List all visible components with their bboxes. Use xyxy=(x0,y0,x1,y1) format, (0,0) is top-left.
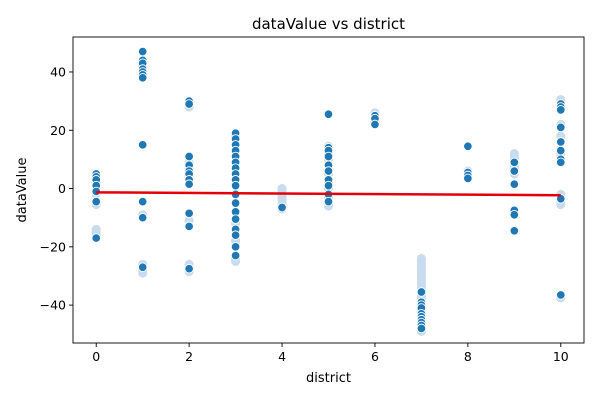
data-point xyxy=(230,230,241,240)
data-point xyxy=(230,250,241,261)
y-tick-label: 40 xyxy=(50,64,66,79)
data-point xyxy=(277,202,287,213)
plot-frame xyxy=(72,36,585,344)
data-point xyxy=(137,262,148,272)
data-point xyxy=(509,210,520,220)
data-point xyxy=(323,196,334,207)
x-tick-label: 10 xyxy=(553,349,569,364)
data-point xyxy=(556,157,566,168)
data-point xyxy=(184,179,194,189)
data-point xyxy=(463,141,473,152)
data-point xyxy=(137,140,148,150)
x-axis-label: district xyxy=(306,371,351,386)
data-point xyxy=(556,105,566,115)
data-point xyxy=(184,263,194,274)
data-point xyxy=(463,173,473,184)
data-point xyxy=(509,166,520,176)
data-point xyxy=(137,196,148,207)
x-tick-label: 4 xyxy=(278,349,286,364)
trend-line xyxy=(96,191,561,197)
data-point xyxy=(184,221,194,232)
data-point xyxy=(556,122,566,133)
data-point xyxy=(509,179,520,189)
data-point xyxy=(91,196,101,207)
data-point xyxy=(323,166,334,176)
y-tick-label: 0 xyxy=(58,181,66,196)
data-point xyxy=(556,290,566,300)
y-axis: −40 −20 0 20 40 xyxy=(40,64,73,313)
data-point xyxy=(323,151,334,162)
plot-area xyxy=(91,46,566,336)
x-tick-label: 8 xyxy=(464,349,472,364)
data-point xyxy=(230,198,241,208)
data-point xyxy=(416,323,427,334)
data-point xyxy=(91,233,101,243)
data-point xyxy=(556,145,566,156)
data-point xyxy=(416,287,427,297)
data-point xyxy=(184,208,194,219)
data-point xyxy=(137,73,148,83)
y-tick-label: 20 xyxy=(50,123,66,138)
chart-title: dataValue vs district xyxy=(252,15,405,33)
data-point xyxy=(323,109,334,119)
data-point xyxy=(137,212,148,223)
y-tick-label: −40 xyxy=(40,298,66,313)
data-point xyxy=(509,157,520,168)
data-point xyxy=(370,119,380,130)
y-tick-label: −20 xyxy=(40,239,66,254)
data-point xyxy=(509,226,520,236)
x-tick-label: 6 xyxy=(371,349,379,364)
x-tick-label: 0 xyxy=(92,349,100,364)
data-point xyxy=(230,214,241,224)
data-point xyxy=(137,46,148,57)
data-point xyxy=(184,99,194,109)
data-point xyxy=(230,180,241,191)
x-axis: 0 2 4 6 8 10 xyxy=(92,343,569,364)
x-tick-label: 2 xyxy=(185,349,193,364)
data-point xyxy=(184,151,194,162)
data-point xyxy=(230,242,241,252)
y-axis-label: dataValue xyxy=(15,158,30,223)
data-point xyxy=(556,137,566,147)
data-point xyxy=(323,180,334,191)
